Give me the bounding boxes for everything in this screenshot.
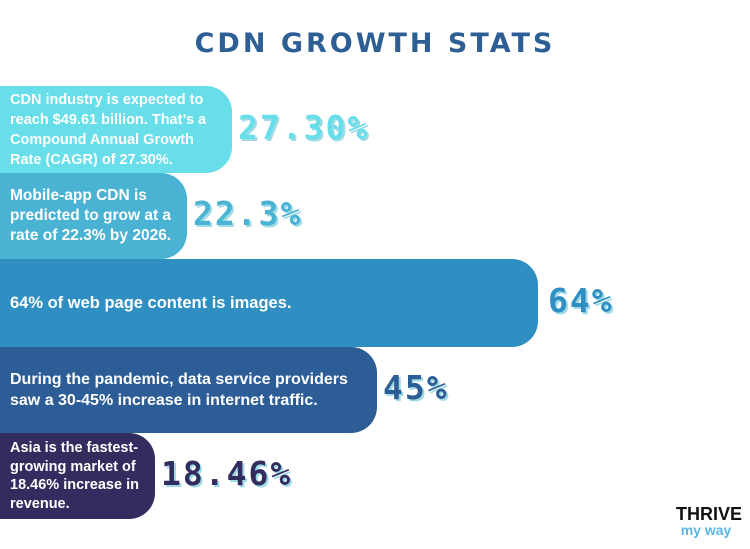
bar-asia-market: Asia is the fastest-growing market of 18… — [0, 433, 155, 519]
bar-label-mobile-app-cdn: Mobile-app CDN is predicted to grow at a… — [10, 187, 172, 244]
bar-cdn-industry: CDN industry is expected to reach $49.61… — [0, 86, 232, 173]
bar-label-web-images: 64% of web page content is images. — [10, 294, 292, 312]
value-label-pandemic-traffic: 45% — [383, 368, 449, 407]
bar-mobile-app-cdn: Mobile-app CDN is predicted to grow at a… — [0, 173, 187, 259]
logo-line-2: my way — [680, 522, 732, 538]
chart-title: CDN GROWTH STATS — [194, 28, 556, 59]
logo-line-1: THRIVE — [676, 504, 743, 524]
bar-label-cdn-industry: CDN industry is expected to reach $49.61… — [10, 91, 207, 168]
bar-label-asia-market: Asia is the fastest-growing market of 18… — [10, 440, 139, 512]
bar-label-pandemic-traffic: During the pandemic, data service provid… — [10, 371, 348, 409]
value-label-cdn-industry: 27.30% — [238, 107, 370, 147]
value-label-web-images: 64% — [548, 281, 614, 320]
thrive-my-way-logo: THRIVE my way — [676, 504, 743, 538]
bar-pandemic-traffic: During the pandemic, data service provid… — [0, 347, 377, 433]
bar-web-images: 64% of web page content is images. — [0, 259, 538, 347]
value-label-asia-market: 18.46% — [161, 454, 293, 493]
value-label-mobile-app-cdn: 22.3% — [193, 194, 303, 233]
